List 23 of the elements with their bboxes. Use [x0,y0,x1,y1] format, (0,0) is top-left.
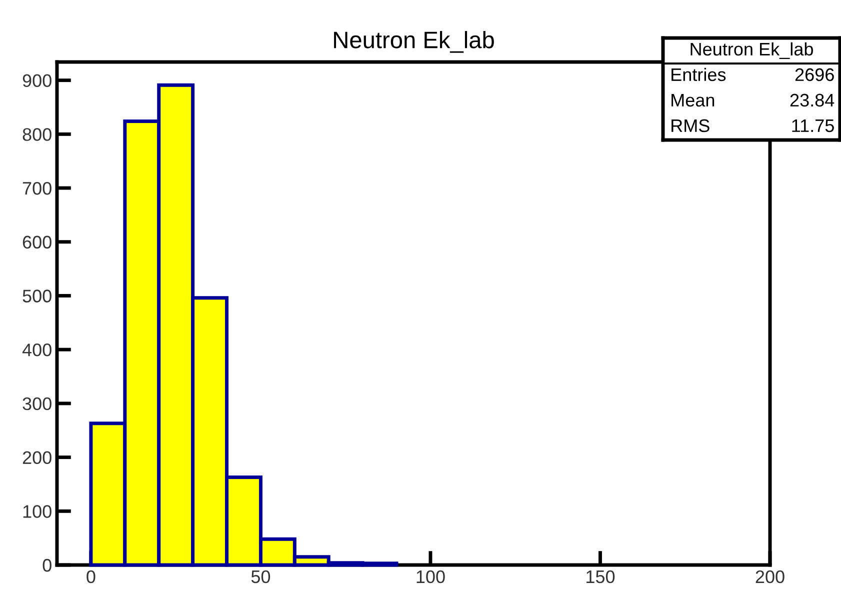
y-tick-label: 800 [22,128,52,141]
y-tick-label: 900 [22,74,52,88]
y-tick-label: 600 [22,236,52,249]
x-tick-label: 0 [86,570,96,584]
text: 11.75 [792,119,834,132]
text: 23.84 [790,94,834,107]
y-tick-label: 500 [22,290,52,302]
y-tick-label: 200 [22,451,52,464]
x-tick-label: 100 [416,570,445,584]
text: Neutron Ek_lab [690,42,813,60]
annotation: Entries [672,68,726,82]
chart-title: Neutron Ek_lab [334,31,494,53]
x-tick-label: 150 [586,570,615,584]
y-tick-label: 300 [22,397,52,410]
y-tick-label: 100 [23,505,52,518]
y-tick-label: 0 [42,558,52,572]
x-tick-label: 200 [756,570,784,584]
text: 2696 [795,68,834,82]
annotation: RMS [672,119,710,132]
annotation: Mean [672,94,714,107]
y-tick-label: 700 [22,182,52,195]
y-tick-label: 400 [22,344,52,356]
x-tick-label: 50 [251,570,270,584]
